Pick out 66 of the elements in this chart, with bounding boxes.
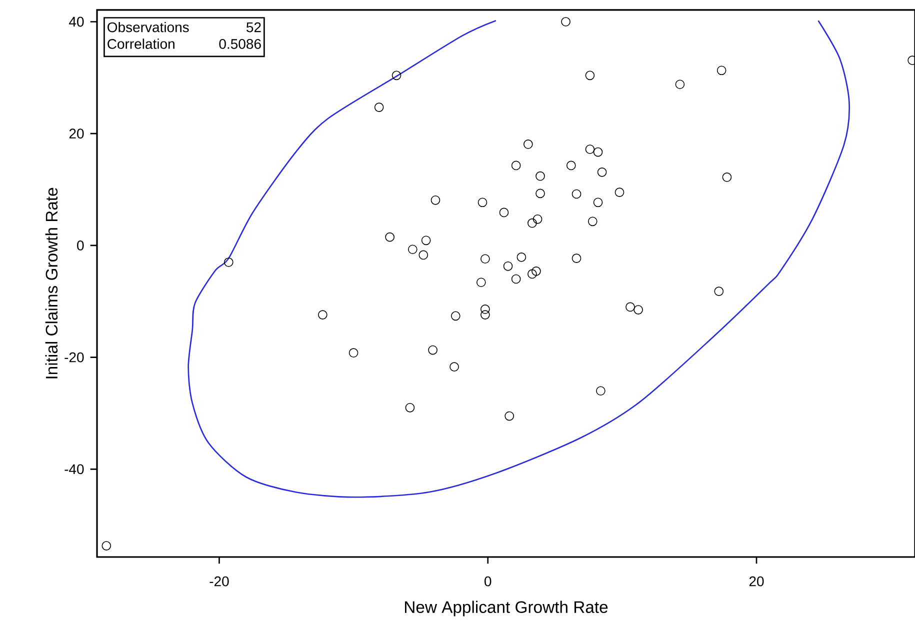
y-tick-label: -20 (64, 352, 84, 362)
point (561, 17, 570, 26)
point (528, 269, 537, 279)
point (532, 266, 541, 276)
point (503, 261, 513, 271)
point (588, 216, 598, 226)
x-tick-label: 0 (484, 576, 492, 586)
point (430, 195, 440, 205)
point (476, 278, 486, 288)
point (536, 171, 545, 181)
y-tick-label: -40 (64, 464, 84, 474)
point (102, 541, 112, 550)
annotation: 52 (246, 22, 261, 32)
annotation: 0.5086 (219, 39, 261, 49)
point (511, 160, 521, 170)
point (722, 172, 732, 182)
point (585, 70, 595, 80)
point (480, 310, 490, 320)
y-tick-label: 0 (77, 240, 84, 250)
point (374, 102, 384, 112)
point (318, 310, 328, 320)
point (418, 250, 428, 260)
annotation: Observations (108, 22, 189, 32)
point (428, 345, 438, 355)
point (566, 160, 576, 170)
point (596, 386, 606, 396)
annotation: Correlation (108, 38, 174, 49)
point (511, 274, 521, 284)
point (593, 147, 603, 157)
point (504, 411, 514, 421)
point (408, 244, 418, 254)
point (523, 140, 533, 149)
point (593, 198, 603, 208)
point (714, 286, 724, 296)
point (585, 144, 595, 154)
point (528, 218, 537, 228)
point (626, 302, 635, 312)
x-tick-label: 20 (749, 576, 764, 586)
point (716, 66, 726, 76)
x-tick-label: -20 (210, 576, 229, 586)
point (224, 258, 234, 267)
point (499, 208, 509, 218)
point (385, 232, 394, 242)
x-axis-title: New Applicant Growth Rate (405, 600, 608, 616)
line-series (188, 20, 850, 498)
point (572, 189, 582, 199)
y-axis-title: Initial Claims Growth Rate (45, 188, 58, 378)
y-tick-label: 20 (69, 128, 84, 139)
point (450, 362, 459, 372)
point (675, 80, 685, 90)
y-tick-label: 40 (69, 16, 84, 27)
point (478, 198, 488, 208)
point (572, 254, 582, 263)
point (480, 304, 490, 314)
point (421, 236, 431, 246)
point (348, 348, 358, 358)
point (597, 168, 607, 177)
point (536, 188, 545, 198)
point (614, 188, 624, 197)
point (405, 402, 415, 412)
point (634, 305, 643, 314)
point (450, 311, 460, 321)
point (392, 70, 402, 80)
point (516, 252, 526, 262)
point (532, 214, 542, 224)
point (480, 254, 490, 264)
